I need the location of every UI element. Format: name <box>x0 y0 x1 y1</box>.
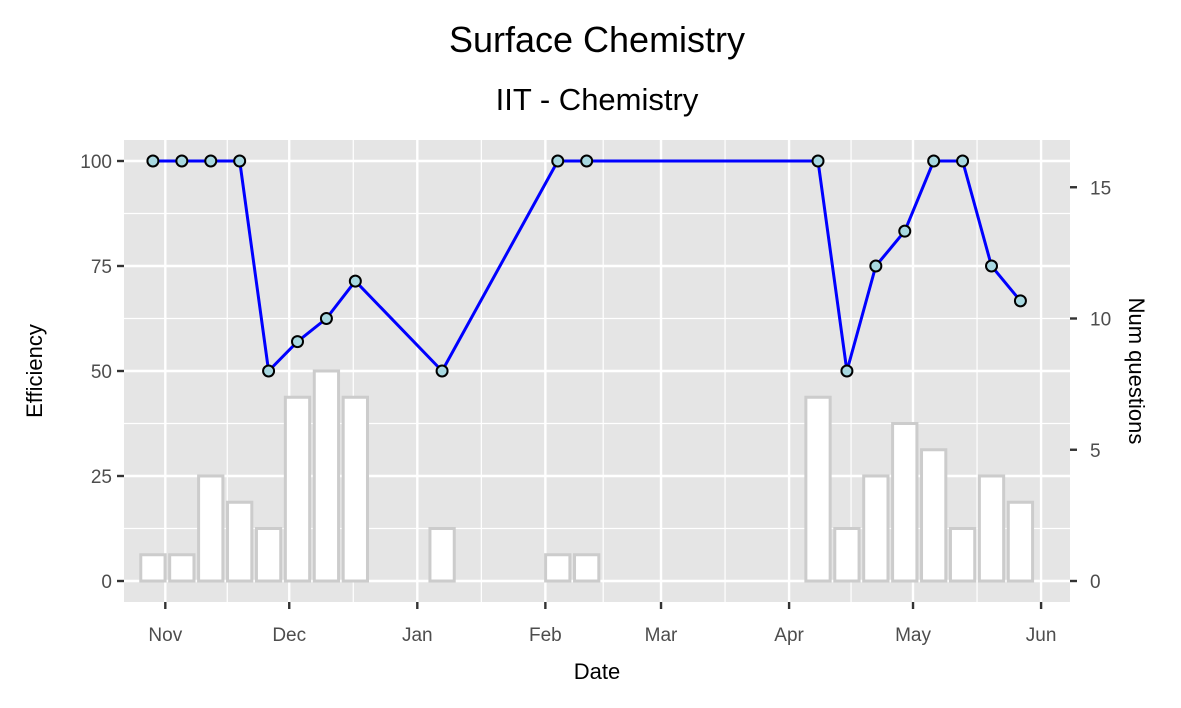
efficiency-point <box>580 154 594 168</box>
efficiency-point <box>956 154 970 168</box>
efficiency-point <box>985 259 999 273</box>
x-axis-title: Date <box>574 659 620 684</box>
question-bar <box>891 422 919 583</box>
efficiency-point <box>840 364 854 378</box>
x-tick-label: Apr <box>774 625 804 646</box>
x-axis: Nov Dec Jan Feb Mar Apr May Jun <box>148 602 1056 646</box>
efficiency-point <box>927 154 941 168</box>
y-axis-left: 0 25 50 75 100 <box>80 152 124 593</box>
efficiency-points <box>146 154 1027 378</box>
efficiency-point <box>869 259 883 273</box>
efficiency-point <box>1013 294 1027 308</box>
question-bar <box>1006 500 1035 583</box>
question-bar <box>862 474 890 583</box>
x-tick-label: Mar <box>645 625 678 646</box>
y-tick-label: 0 <box>101 572 112 593</box>
efficiency-point <box>204 154 218 168</box>
question-bar <box>428 527 456 583</box>
y-tick-label: 75 <box>91 257 112 278</box>
question-bar <box>977 474 1006 583</box>
x-tick-label: Jun <box>1026 625 1057 646</box>
question-bar <box>312 369 341 583</box>
question-bar <box>573 553 601 583</box>
question-bar <box>804 395 832 583</box>
y2-tick-label: 15 <box>1090 178 1111 199</box>
efficiency-point <box>291 335 305 349</box>
efficiency-point <box>175 154 189 168</box>
question-bar <box>254 527 283 583</box>
efficiency-point <box>551 154 565 168</box>
question-bar <box>283 395 312 583</box>
x-tick-label: Feb <box>529 625 562 646</box>
y2-tick-label: 0 <box>1090 572 1101 593</box>
question-bar <box>341 395 369 583</box>
question-bar <box>920 448 948 583</box>
y-tick-label: 25 <box>91 467 112 488</box>
y2-tick-label: 10 <box>1090 310 1111 331</box>
chart-title: Surface Chemistry <box>449 19 745 60</box>
x-tick-label: Nov <box>148 625 182 646</box>
question-count-bars <box>139 369 1035 583</box>
question-bar <box>948 527 977 583</box>
y2-tick-label: 5 <box>1090 441 1101 462</box>
y-tick-label: 50 <box>91 362 112 383</box>
chart-subtitle: IIT - Chemistry <box>496 82 699 117</box>
efficiency-point <box>898 224 912 238</box>
y-axis-title: Efficiency <box>22 324 47 418</box>
question-bar <box>197 474 225 583</box>
x-tick-label: Jan <box>402 625 433 646</box>
question-bar <box>139 553 167 583</box>
efficiency-point <box>435 364 449 378</box>
x-tick-label: May <box>895 625 931 646</box>
efficiency-point <box>348 274 362 288</box>
x-tick-label: Dec <box>272 625 306 646</box>
y2-axis-title: Num questions <box>1124 298 1149 445</box>
y-axis-right: 0 5 10 15 <box>1070 178 1111 593</box>
efficiency-point <box>319 312 333 325</box>
efficiency-point <box>811 154 825 168</box>
y-tick-label: 100 <box>80 152 112 173</box>
efficiency-point <box>146 154 160 168</box>
question-bar <box>168 553 196 583</box>
question-bar <box>833 527 861 583</box>
question-bar <box>544 553 572 583</box>
efficiency-point <box>233 154 247 168</box>
efficiency-point <box>262 364 276 378</box>
question-bar <box>226 500 254 583</box>
